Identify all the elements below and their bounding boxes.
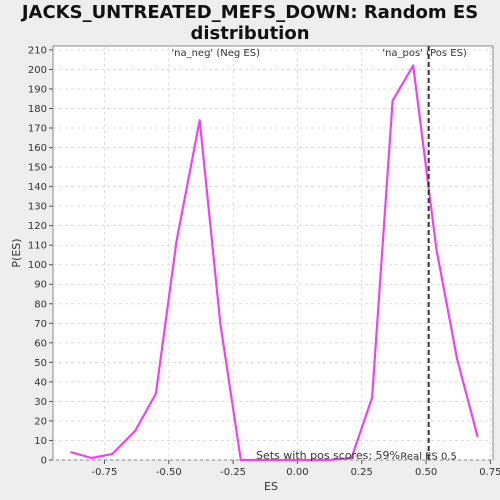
x-tick-label: -0.75 (92, 467, 118, 478)
y-tick-label: 210 (28, 45, 47, 56)
y-tick-label: 30 (34, 397, 47, 408)
series-annotation: 'na_pos' (Pos ES) (382, 48, 467, 59)
y-tick-label: 130 (28, 202, 47, 213)
data-point (263, 459, 265, 461)
x-tick-label: 0.25 (351, 467, 373, 478)
y-tick-label: 60 (34, 338, 47, 349)
data-point (240, 459, 242, 461)
y-tick-label: 40 (34, 377, 47, 388)
data-point (283, 459, 286, 461)
data-point (412, 64, 415, 67)
y-tick-label: 160 (28, 143, 47, 154)
y-tick-label: 140 (28, 182, 47, 193)
y-tick-label: 120 (28, 221, 47, 232)
data-point (371, 396, 373, 399)
chart-title: JACKS_UNTREATED_MEFS_DOWN: Random ES dis… (21, 2, 479, 44)
real-es-label: Real ES 0.5 (400, 452, 456, 463)
x-tick-label: -0.25 (220, 467, 246, 478)
annotations: 'na_neg' (Neg ES) 'na_pos' (Pos ES) Sets w… (171, 48, 467, 462)
y-tick-label: 190 (28, 84, 47, 95)
y-tick-label: 80 (34, 299, 47, 310)
data-point (198, 119, 201, 122)
data-point (391, 99, 394, 102)
y-tick-label: 0 (41, 456, 47, 467)
data-point (111, 453, 113, 455)
series-annotation: 'na_neg' (Neg ES) (171, 48, 260, 59)
data-point (327, 459, 330, 461)
y-tick-label: 170 (28, 124, 47, 135)
pos-scores-footnote: Sets with pos scores: 59% (256, 449, 400, 462)
x-tick-label: 0.75 (479, 467, 500, 478)
es-distribution-line (70, 64, 479, 462)
reference-line-group: Real ES 0.5 (400, 46, 457, 463)
series-group (70, 64, 479, 462)
y-tick-label: 100 (28, 260, 47, 271)
y-tick-label: 110 (28, 241, 47, 252)
data-point (435, 248, 438, 250)
data-point (456, 357, 458, 360)
y-tick-label: 200 (28, 65, 47, 76)
x-tick-label: 0.50 (415, 467, 437, 478)
data-point (70, 451, 72, 453)
y-tick-label: 50 (34, 358, 47, 369)
grid (53, 46, 493, 461)
x-tick-label: 0.00 (286, 467, 308, 478)
x-tick-label: -0.50 (156, 467, 182, 478)
data-point (155, 392, 157, 395)
data-point (175, 240, 178, 243)
data-point (306, 459, 309, 461)
y-tick-label: 180 (28, 104, 47, 115)
y-axis: 0 10 20 30 40 50 60 70 80 90 100 110 120 130 140 150 160… (28, 45, 53, 467)
y-tick-label: 90 (34, 280, 47, 291)
data-point (219, 322, 222, 325)
data-point (134, 429, 137, 432)
y-tick-label: 10 (34, 436, 47, 447)
x-axis: -0.75 -0.50 -0.25 0.00 0.25 0.50 0.75 (92, 460, 500, 478)
y-tick-label: 20 (34, 416, 47, 427)
data-point (90, 457, 93, 459)
y-axis-label: P(ES) (10, 238, 23, 267)
y-tick-label: 150 (28, 163, 47, 174)
data-point (476, 435, 479, 438)
y-tick-label: 70 (34, 319, 47, 330)
data-point (350, 457, 353, 459)
x-axis-label: ES (264, 480, 278, 493)
